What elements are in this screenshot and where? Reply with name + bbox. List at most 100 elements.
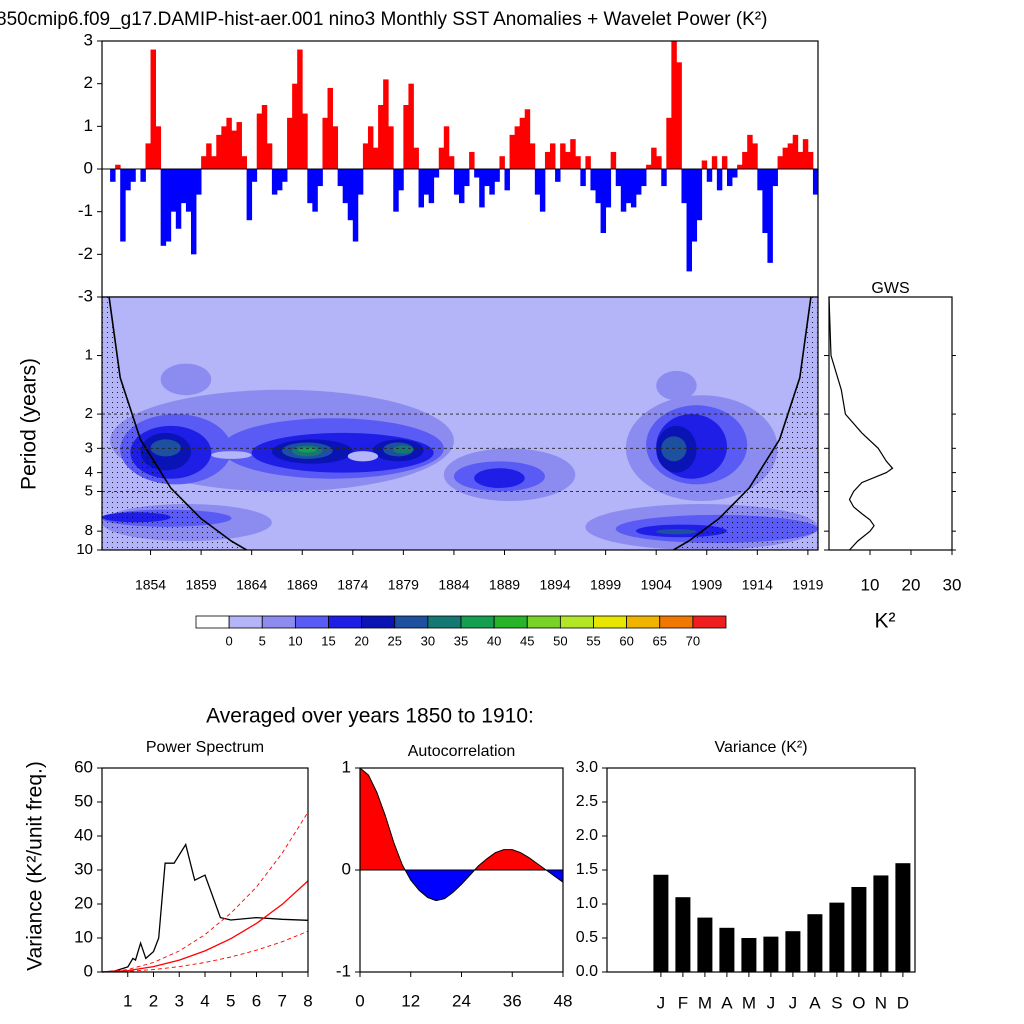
coi-stipple	[102, 297, 247, 550]
anomaly-bar	[261, 105, 268, 169]
x-tick-label: N	[875, 993, 887, 1012]
anomaly-bar	[155, 126, 162, 169]
x-tick-label: J	[657, 993, 666, 1012]
plot-frame	[828, 296, 953, 551]
y-tick-label: 50	[74, 791, 93, 810]
colorbar-label: 55	[586, 633, 600, 648]
y-tick-label: 0	[84, 158, 93, 177]
anomaly-bar	[140, 169, 146, 182]
anomaly-bar	[312, 169, 318, 212]
anomaly-bar	[585, 156, 591, 169]
power-region	[661, 436, 687, 462]
y-tick-label: 3	[84, 30, 93, 49]
anomaly-bar	[787, 143, 794, 169]
anomaly-bar	[630, 169, 637, 208]
anomaly-bar	[747, 134, 753, 169]
spectrum-line	[101, 880, 309, 973]
plot-frame	[101, 767, 309, 973]
chart-title: Autocorrelation	[408, 743, 516, 760]
x-tick-label: 8	[303, 991, 312, 1010]
x-tick-label: 6	[252, 991, 261, 1010]
anomaly-bar	[196, 169, 202, 195]
anomaly-bar	[681, 169, 687, 204]
anomaly-bar	[125, 169, 131, 191]
anomaly-bar	[307, 169, 313, 204]
x-tick-label: 30	[943, 575, 962, 594]
bar	[785, 931, 801, 972]
anomaly-bar	[656, 156, 662, 169]
anomaly-bar	[570, 139, 576, 169]
y-tick-label: 0	[84, 961, 93, 980]
y-tick-label: 2.0	[576, 827, 598, 844]
anomaly-bar	[180, 169, 187, 204]
x-tick-label: 1864	[236, 577, 267, 593]
wavelet-field	[102, 297, 818, 550]
bar	[697, 917, 713, 972]
y-tick-label: 2	[85, 405, 93, 422]
anomaly-bar	[453, 169, 460, 195]
y-tick-label: 3.0	[576, 759, 598, 776]
anomaly-bar	[378, 105, 384, 169]
anomaly-bar	[742, 151, 748, 169]
colorbar-box	[493, 615, 528, 629]
colorbar-label: 45	[520, 633, 534, 648]
anomaly-bar	[362, 143, 369, 169]
anomaly-bar	[676, 62, 682, 170]
colorbar-box	[626, 615, 661, 629]
anomaly-bar	[211, 156, 217, 169]
power-region	[656, 529, 697, 535]
anomaly-bar	[292, 83, 298, 169]
x-tick-label: O	[852, 993, 865, 1012]
anomaly-bar	[206, 143, 212, 169]
y-tick-label: 40	[74, 825, 93, 844]
power-region	[150, 439, 181, 457]
y-axis-label: Variance (K²/unit freq.)	[24, 761, 47, 971]
anomaly-bar	[317, 169, 323, 187]
power-region	[656, 370, 697, 401]
y-tick-label: 0	[342, 859, 351, 878]
x-tick-label: 1854	[135, 577, 166, 593]
anomaly-bar	[605, 169, 612, 208]
colorbar-label: 30	[421, 633, 435, 648]
colorbar-label: 35	[454, 633, 468, 648]
anomaly-bar	[555, 169, 561, 182]
anomaly-bar	[246, 169, 253, 221]
cone-of-influence	[108, 297, 812, 550]
anomaly-bar	[732, 169, 738, 178]
anomaly-bar	[120, 169, 126, 242]
colorbar-box	[460, 615, 495, 629]
anomaly-bar	[812, 169, 819, 195]
anomaly-bar	[373, 147, 379, 169]
anomaly-bar	[165, 169, 172, 242]
x-tick-label: J	[767, 993, 776, 1012]
x-tick-label: M	[698, 993, 712, 1012]
anomaly-bar	[595, 169, 601, 204]
anomaly-bar	[499, 156, 505, 169]
anomaly-bar	[600, 169, 607, 233]
anomaly-bar	[590, 169, 596, 191]
figure-title: 850cmip6.f09_g17.DAMIP-hist-aer.001 nino…	[0, 9, 767, 30]
x-tick-label: 1859	[186, 577, 217, 593]
anomaly-bar	[337, 169, 344, 187]
annotation: Averaged over years 1850 to 1910:	[206, 705, 534, 728]
x-tick-label: 20	[902, 575, 921, 594]
anomaly-bar	[686, 169, 692, 272]
anomaly-bar	[458, 169, 465, 204]
x-tick-label: 1894	[539, 577, 570, 593]
bar	[829, 902, 845, 972]
x-tick-label: 36	[503, 991, 522, 1010]
anomaly-bar	[347, 169, 354, 221]
anomaly-bar	[737, 164, 743, 169]
bar	[653, 874, 669, 972]
anomaly-bar	[620, 169, 627, 212]
autocorr-negative	[360, 870, 563, 901]
colorbar-label: 70	[686, 633, 700, 648]
anomaly-bar	[489, 169, 495, 195]
x-tick-label: 3	[175, 991, 184, 1010]
x-tick-label: 10	[861, 575, 880, 594]
anomaly-bar	[762, 169, 768, 233]
x-tick-label: 1909	[691, 577, 722, 593]
y-tick-label: 2.5	[576, 793, 598, 810]
anomaly-bar	[469, 151, 475, 169]
anomaly-bar	[519, 117, 526, 169]
